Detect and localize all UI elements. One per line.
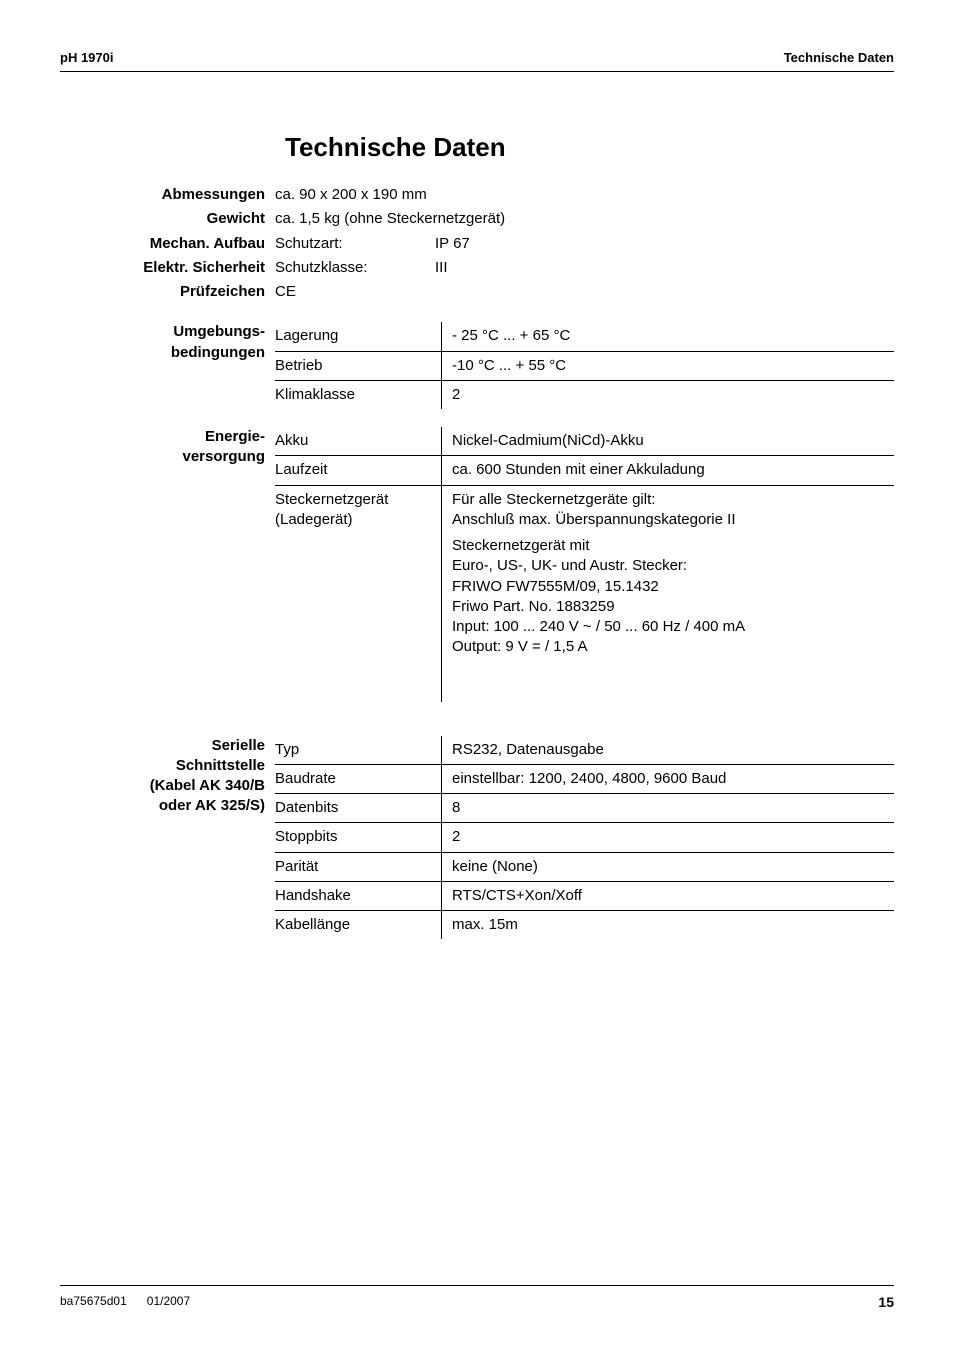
serielle-k3: Stoppbits — [275, 823, 442, 852]
section-energie: Energie- versorgung AkkuNickel-Cadmium(N… — [60, 427, 894, 702]
serielle-v5: RTS/CTS+Xon/Xoff — [442, 881, 895, 910]
umgebung-k1: Betrieb — [275, 351, 442, 380]
label-abmessungen: Abmessungen — [60, 185, 275, 205]
serielle-k0: Typ — [275, 736, 442, 765]
label-pruef: Prüfzeichen — [60, 282, 275, 302]
energie-table: AkkuNickel-Cadmium(NiCd)-Akku Laufzeitca… — [275, 427, 894, 702]
label-elektr: Elektr. Sicherheit — [60, 258, 275, 278]
energie-k0: Akku — [275, 427, 442, 456]
mechan-val: IP 67 — [435, 234, 894, 254]
elektr-key: Schutzklasse: — [275, 258, 435, 278]
energie-stecker-k: Steckernetzgerät (Ladegerät) — [275, 485, 442, 702]
footer-left: ba75675d01 — [60, 1294, 127, 1308]
section-serielle: Serielle Schnittstelle (Kabel AK 340/B o… — [60, 736, 894, 940]
energie-v1: ca. 600 Stunden mit einer Akkuladung — [442, 456, 895, 485]
header-right: Technische Daten — [784, 50, 894, 65]
footer-page: 15 — [878, 1294, 894, 1310]
serielle-label2: Schnittstelle — [60, 756, 265, 776]
serielle-v6: max. 15m — [442, 911, 895, 940]
page-header: pH 1970i Technische Daten — [60, 50, 894, 72]
footer-mid: 01/2007 — [147, 1294, 190, 1308]
serielle-label1: Serielle — [60, 736, 265, 756]
value-gewicht: ca. 1,5 kg (ohne Steckernetzgerät) — [275, 209, 894, 229]
elektr-val: III — [435, 258, 894, 278]
value-pruef: CE — [275, 282, 894, 302]
value-abmessungen: ca. 90 x 200 x 190 mm — [275, 185, 894, 205]
serielle-table: TypRS232, Datenausgabe Baudrateeinstellb… — [275, 736, 894, 940]
serielle-k2: Datenbits — [275, 794, 442, 823]
header-left: pH 1970i — [60, 50, 113, 65]
umgebung-k2: Klimaklasse — [275, 380, 442, 409]
serielle-v1: einstellbar: 1200, 2400, 4800, 9600 Baud — [442, 764, 895, 793]
umgebung-label1: Umgebungs- — [60, 322, 265, 342]
energie-stecker-v2: Steckernetzgerät mit Euro-, US-, UK- und… — [452, 536, 894, 658]
umgebung-k0: Lagerung — [275, 322, 442, 351]
label-gewicht: Gewicht — [60, 209, 275, 229]
energie-stecker-v1: Für alle Steckernetzgeräte gilt: Anschlu… — [452, 490, 894, 531]
serielle-label4: oder AK 325/S) — [60, 796, 265, 816]
umgebung-v1: -10 °C ... + 55 °C — [442, 351, 895, 380]
label-mechan: Mechan. Aufbau — [60, 234, 275, 254]
serielle-label3: (Kabel AK 340/B — [60, 776, 265, 796]
serielle-k6: Kabellänge — [275, 911, 442, 940]
page-footer: ba75675d01 01/2007 15 — [60, 1285, 894, 1310]
umgebung-v0: - 25 °C ... + 65 °C — [442, 322, 895, 351]
umgebung-label2: bedingungen — [60, 343, 265, 363]
serielle-v4: keine (None) — [442, 852, 895, 881]
umgebung-v2: 2 — [442, 380, 895, 409]
energie-label2: versorgung — [60, 447, 265, 467]
energie-label1: Energie- — [60, 427, 265, 447]
energie-k1: Laufzeit — [275, 456, 442, 485]
serielle-v2: 8 — [442, 794, 895, 823]
energie-v0: Nickel-Cadmium(NiCd)-Akku — [442, 427, 895, 456]
serielle-k5: Handshake — [275, 881, 442, 910]
section-umgebung: Umgebungs- bedingungen Lagerung- 25 °C .… — [60, 322, 894, 409]
mechan-key: Schutzart: — [275, 234, 435, 254]
main-title: Technische Daten — [285, 132, 894, 163]
serielle-k1: Baudrate — [275, 764, 442, 793]
serielle-v3: 2 — [442, 823, 895, 852]
serielle-v0: RS232, Datenausgabe — [442, 736, 895, 765]
umgebung-table: Lagerung- 25 °C ... + 65 °C Betrieb-10 °… — [275, 322, 894, 409]
serielle-k4: Parität — [275, 852, 442, 881]
